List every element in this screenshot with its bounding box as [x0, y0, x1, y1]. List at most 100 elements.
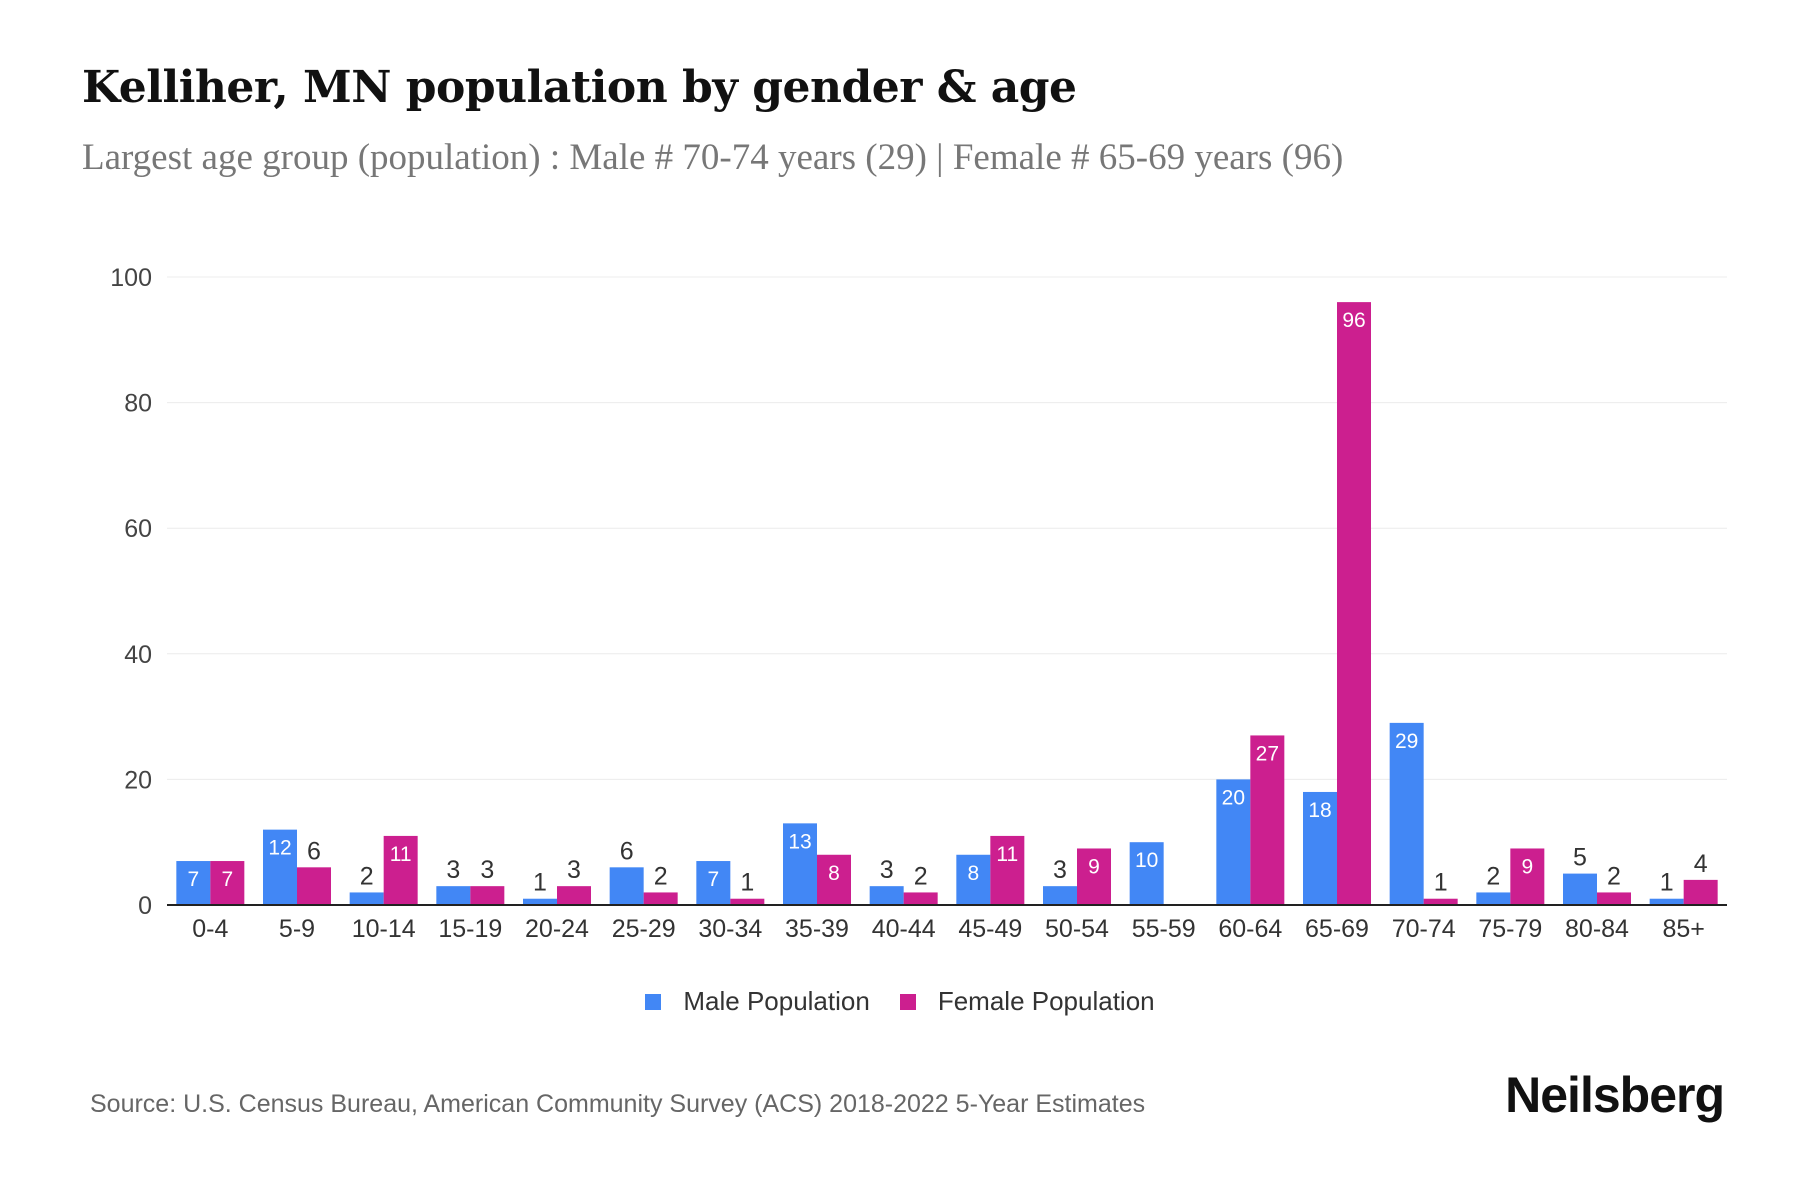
- data-label: 3: [1053, 856, 1067, 884]
- bar-female: [1683, 879, 1718, 905]
- data-label: 7: [221, 868, 233, 891]
- neilsberg-logo: Neilsberg: [1505, 1067, 1725, 1123]
- bar-male: [696, 861, 731, 905]
- bar-female: [1250, 735, 1285, 905]
- bar-female: [1597, 892, 1631, 905]
- bar-female: [557, 886, 591, 905]
- bar-male: [436, 886, 471, 905]
- legend-label-male: Male Population: [683, 986, 870, 1016]
- legend-item-male: Male Population: [645, 986, 870, 1017]
- legend-swatch-male: [645, 993, 662, 1010]
- data-label: 7: [707, 868, 719, 891]
- bar-male: [1649, 898, 1684, 905]
- bar-male: [869, 886, 904, 905]
- data-label: 1: [1660, 869, 1674, 897]
- data-label: 3: [567, 856, 581, 884]
- x-tick-label: 0-4: [192, 915, 228, 943]
- bar-female: [990, 835, 1025, 905]
- x-tick-label: 55-59: [1132, 915, 1196, 943]
- bar-female: [903, 892, 938, 905]
- bar-male: [1216, 779, 1251, 905]
- data-label: 6: [307, 837, 321, 865]
- data-label: 5: [1573, 844, 1587, 872]
- bar-male: [609, 867, 644, 905]
- data-label: 18: [1308, 799, 1331, 822]
- data-label: 29: [1395, 730, 1418, 753]
- y-tick-label: 100: [110, 264, 152, 292]
- y-tick-label: 40: [124, 641, 152, 669]
- x-tick-label: 10-14: [352, 915, 416, 943]
- x-tick-label: 45-49: [958, 915, 1022, 943]
- bar-female: [1423, 898, 1458, 905]
- data-label: 2: [1486, 862, 1500, 890]
- data-label: 2: [914, 862, 928, 890]
- data-label: 10: [1135, 849, 1158, 872]
- bar-female: [643, 892, 678, 905]
- data-label: 20: [1222, 786, 1245, 809]
- data-label: 2: [1607, 862, 1621, 890]
- x-tick-label: 15-19: [438, 915, 502, 943]
- data-label: 12: [268, 837, 291, 860]
- y-tick-label: 80: [124, 390, 152, 418]
- bar-female: [210, 861, 245, 905]
- bar-female: [730, 898, 765, 905]
- data-label: 1: [533, 869, 547, 897]
- x-tick-label: 80-84: [1565, 915, 1629, 943]
- x-tick-label: 30-34: [698, 915, 762, 943]
- bar-female: [1337, 302, 1371, 905]
- bar-male: [783, 823, 817, 905]
- bar-male: [263, 829, 297, 905]
- data-label: 1: [740, 869, 754, 897]
- x-tick-label: 40-44: [872, 915, 936, 943]
- data-label: 11: [996, 843, 1018, 866]
- data-label: 1: [1434, 869, 1448, 897]
- legend-swatch-female: [899, 993, 916, 1010]
- data-label: 13: [788, 830, 811, 853]
- data-label: 3: [880, 856, 894, 884]
- x-tick-label: 20-24: [525, 915, 589, 943]
- x-tick-label: 65-69: [1305, 915, 1369, 943]
- bar-male: [1563, 873, 1597, 905]
- data-label: 11: [390, 843, 412, 866]
- data-label: 7: [187, 868, 199, 891]
- y-tick-label: 60: [124, 515, 152, 543]
- bar-male: [523, 898, 557, 905]
- bar-female: [383, 835, 418, 905]
- bar-female: [817, 854, 851, 905]
- x-tick-label: 25-29: [612, 915, 676, 943]
- bar-male: [1043, 886, 1077, 905]
- x-tick-label: 60-64: [1218, 915, 1282, 943]
- bar-male: [1389, 722, 1424, 905]
- y-tick-label: 20: [124, 766, 152, 794]
- bar-male: [1476, 892, 1511, 905]
- x-tick-label: 75-79: [1478, 915, 1542, 943]
- legend: Male Population Female Population: [0, 986, 1800, 1017]
- y-tick-label: 0: [138, 892, 152, 920]
- data-label: 27: [1256, 742, 1279, 765]
- data-label: 2: [654, 862, 668, 890]
- bar-male: [1303, 791, 1337, 905]
- data-label: 9: [1088, 855, 1100, 878]
- bar-male: [956, 854, 991, 905]
- data-label: 9: [1521, 855, 1533, 878]
- data-label: 2: [360, 862, 374, 890]
- data-label: 3: [446, 856, 460, 884]
- data-label: 3: [480, 856, 494, 884]
- bar-female: [1510, 848, 1545, 905]
- bar-male: [176, 861, 211, 905]
- legend-item-female: Female Population: [899, 986, 1155, 1017]
- x-tick-label: 50-54: [1045, 915, 1109, 943]
- source-note: Source: U.S. Census Bureau, American Com…: [90, 1090, 1146, 1118]
- bar-female: [470, 886, 505, 905]
- x-tick-label: 35-39: [785, 915, 849, 943]
- x-tick-label: 5-9: [279, 915, 315, 943]
- bar-male: [1129, 842, 1164, 905]
- data-label: 8: [967, 862, 979, 885]
- data-label: 6: [620, 837, 634, 865]
- legend-label-female: Female Population: [937, 986, 1155, 1016]
- chart-title: Kelliher, MN population by gender & age: [82, 62, 1077, 113]
- data-label: 8: [828, 862, 840, 885]
- data-label: 4: [1694, 850, 1708, 878]
- bar-female: [1077, 848, 1111, 905]
